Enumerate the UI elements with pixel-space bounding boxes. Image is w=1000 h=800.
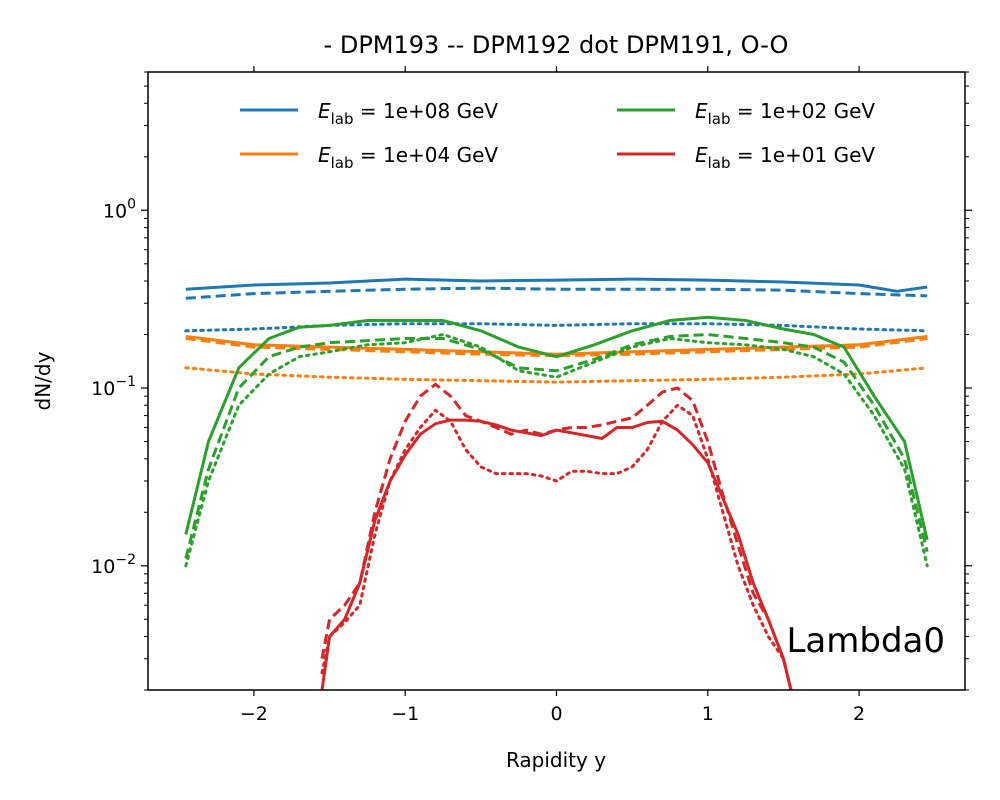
particle-annotation: Lambda0 [786,621,945,661]
chart-title: - DPM193 -- DPM192 dot DPM191, O-O [324,31,789,59]
y-axis-label: dN/dy [31,351,55,410]
series-line-4-dashed [185,337,928,358]
series-line-11-dotted [320,403,793,690]
plot-frame [147,71,966,691]
legend-entry-2: Elab = 1e+02 GeV [617,99,875,128]
series-layer [184,277,929,690]
legend: Elab = 1e+08 GeV Elab = 1e+04 GeV Elab = 1… [240,99,875,172]
series-line-0-solid [185,277,928,293]
legend-entry-0: Elab = 1e+08 GeV [240,99,498,128]
x-tick-label: 2 [853,703,865,725]
y-tick-label: 10−2 [91,552,136,578]
series-line-10-dashed [320,382,793,690]
x-tick-label: 1 [702,703,714,725]
series-line-1-dashed [185,286,928,300]
x-tick-label: −2 [240,703,268,725]
legend-label: Elab = 1e+02 GeV [695,99,875,128]
series-line-6-solid [184,315,929,541]
x-tick-label: −1 [391,703,419,725]
series-line-5-dotted [184,366,929,384]
y-tick-label: 10−1 [91,374,136,400]
x-axis-label: Rapidity y [506,748,606,772]
legend-label: Elab = 1e+04 GeV [318,143,498,172]
series-line-8-dotted [184,333,929,568]
y-tick-label: 100 [103,196,136,222]
ticks-layer: −2 −1 0 1 2 10−2 10−1 100 [91,66,972,725]
legend-entry-1: Elab = 1e+04 GeV [240,143,498,172]
legend-label: Elab = 1e+01 GeV [695,143,875,172]
legend-entry-3: Elab = 1e+01 GeV [617,143,875,172]
x-tick-label: 0 [550,703,562,725]
series-line-7-dashed [184,333,929,559]
legend-label: Elab = 1e+08 GeV [318,99,498,128]
